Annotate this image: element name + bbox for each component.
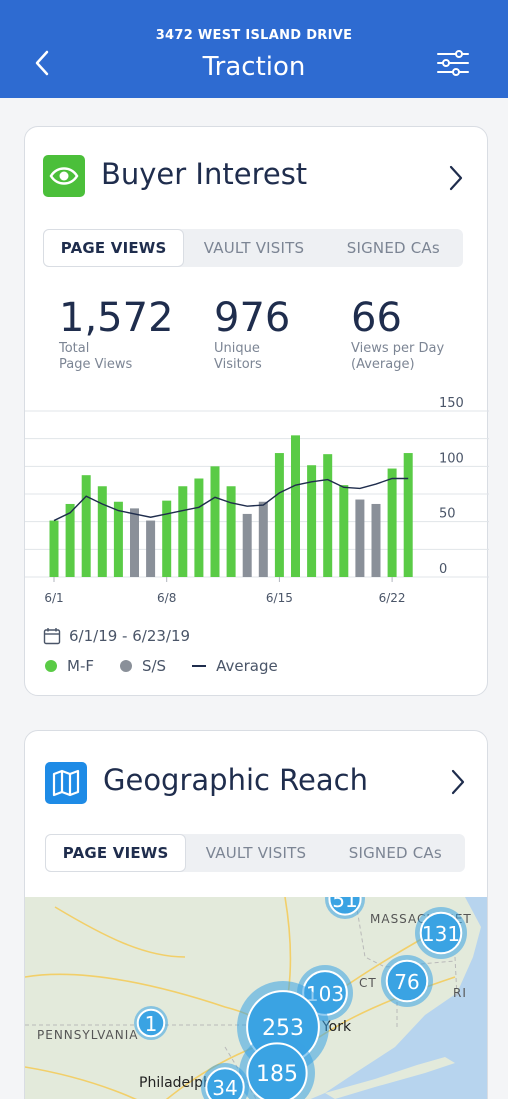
app-header: 3472 WEST ISLAND DRIVE Traction — [0, 0, 508, 98]
y-tick-label: 50 — [439, 507, 456, 522]
map-cluster-count: 1 — [145, 1012, 158, 1036]
map-cluster-count: 76 — [394, 970, 419, 994]
tab-signed-cas[interactable]: SIGNED CAs — [346, 239, 440, 257]
map-cluster-marker[interactable] — [205, 1067, 245, 1099]
map-cluster-count: 34 — [212, 1076, 237, 1099]
chevron-right-icon[interactable] — [445, 163, 467, 193]
chevron-right-icon[interactable] — [447, 767, 469, 797]
bar-weekday — [49, 520, 59, 577]
stat-value: 976 — [214, 295, 291, 341]
property-address: 3472 WEST ISLAND DRIVE — [155, 28, 353, 43]
stat-views-per-day: 66 Views per Day (Average) — [351, 295, 444, 373]
back-arrow-icon[interactable] — [30, 46, 54, 80]
legend-average-label: Average — [216, 657, 278, 675]
tab-page-views[interactable]: PAGE VIEWS — [44, 230, 184, 266]
bar-weekday — [65, 503, 75, 577]
chart-legend: M-F S/S Average — [45, 657, 304, 675]
x-tick-label: 6/1 — [44, 591, 63, 605]
bar-weekday — [274, 453, 284, 577]
bar-weekend — [146, 520, 156, 577]
map-cluster-marker[interactable] — [419, 911, 463, 955]
geographic-reach-title: Geographic Reach — [103, 763, 368, 797]
stat-unique-visitors: 976 Unique Visitors — [214, 295, 290, 373]
map-cluster-marker[interactable] — [246, 1042, 308, 1099]
map-label-ct: CT — [359, 976, 377, 990]
geographic-reach-tabs: PAGE VIEWS VAULT VISITS SIGNED CAs — [45, 834, 465, 872]
tab-vault-visits[interactable]: VAULT VISITS — [205, 844, 307, 862]
buyer-interest-title: Buyer Interest — [101, 157, 308, 191]
map-cluster-count: 51 — [332, 897, 357, 912]
bar-weekday — [113, 501, 123, 577]
bar-weekend — [242, 513, 252, 577]
legend-weekend-label: S/S — [141, 657, 167, 675]
tab-page-views[interactable]: PAGE VIEWS — [46, 835, 186, 871]
stat-value: 1,572 — [59, 295, 174, 341]
bar-weekday — [162, 500, 172, 577]
map-cluster-marker[interactable] — [328, 897, 362, 916]
buyer-interest-tabs: PAGE VIEWS VAULT VISITS SIGNED CAs — [43, 229, 463, 267]
legend-weekday-swatch — [45, 660, 57, 672]
legend-weekend: S/S — [119, 657, 167, 675]
map-label-ri: RI — [453, 986, 467, 1000]
bar-weekday — [307, 465, 317, 577]
stat-label: Unique Visitors — [214, 341, 262, 372]
bar-weekday — [81, 475, 91, 577]
page-views-chart: 150 100 50 0 6/1 6/8 6/15 6/22 — [25, 396, 489, 605]
bar-weekday — [210, 466, 220, 577]
calendar-icon — [43, 628, 61, 645]
legend-average: Average — [192, 657, 278, 675]
y-tick-label: 100 — [439, 451, 464, 466]
bar-weekday — [178, 486, 188, 577]
tab-signed-cas[interactable]: SIGNED CAs — [348, 844, 442, 862]
x-tick-label: 6/22 — [379, 591, 406, 605]
map-cluster-marker[interactable] — [385, 959, 429, 1003]
page-title: Traction — [202, 52, 306, 82]
map-label-pennsylvania: PENNSYLVANIA — [37, 1028, 138, 1042]
map-cluster-count: 131 — [422, 922, 460, 946]
y-tick-label: 150 — [439, 396, 464, 411]
bar-weekday — [291, 435, 300, 577]
legend-weekday-label: M-F — [67, 657, 94, 675]
bar-weekend — [371, 503, 381, 577]
bar-weekday — [339, 485, 349, 577]
x-tick-label: 6/8 — [157, 591, 176, 605]
stat-total-page-views: 1,572 Total Page Views — [59, 295, 174, 373]
date-range: 6/1/19 - 6/23/19 — [43, 627, 190, 645]
date-range-text: 6/1/19 - 6/23/19 — [69, 627, 191, 645]
tab-vault-visits[interactable]: VAULT VISITS — [203, 239, 305, 257]
stat-value: 66 — [351, 295, 402, 341]
legend-average-swatch — [192, 665, 207, 667]
bar-weekday — [387, 468, 397, 577]
bar-weekend — [355, 499, 365, 577]
bar-weekday — [403, 453, 413, 577]
map-cluster-count: 185 — [256, 1062, 298, 1087]
y-tick-label: 0 — [439, 562, 447, 577]
filter-sliders-icon[interactable] — [436, 48, 470, 78]
geographic-reach-card: Geographic Reach PAGE VIEWS VAULT VISITS… — [24, 730, 488, 1099]
bar-weekend — [130, 508, 139, 577]
eye-icon — [43, 155, 85, 197]
bar-weekday — [97, 486, 107, 577]
x-tick-label: 6/15 — [266, 591, 293, 605]
bar-weekend — [258, 501, 268, 577]
map-cluster-marker[interactable] — [136, 1008, 166, 1038]
legend-weekday: M-F — [45, 657, 94, 675]
bar-weekday — [323, 454, 333, 577]
buyer-interest-card: Buyer Interest PAGE VIEWS VAULT VISITS S… — [24, 126, 489, 696]
map-icon — [45, 762, 87, 804]
bar-weekday — [226, 486, 236, 577]
stat-label: Total Page Views — [59, 341, 133, 372]
bar-weekday — [194, 478, 204, 577]
reach-map[interactable]: MASSACHUSET PENNSYLVANIA CT RI New York … — [25, 897, 488, 1099]
legend-weekend-swatch — [119, 660, 132, 672]
stat-label: Views per Day (Average) — [351, 341, 445, 372]
average-line — [53, 477, 409, 522]
